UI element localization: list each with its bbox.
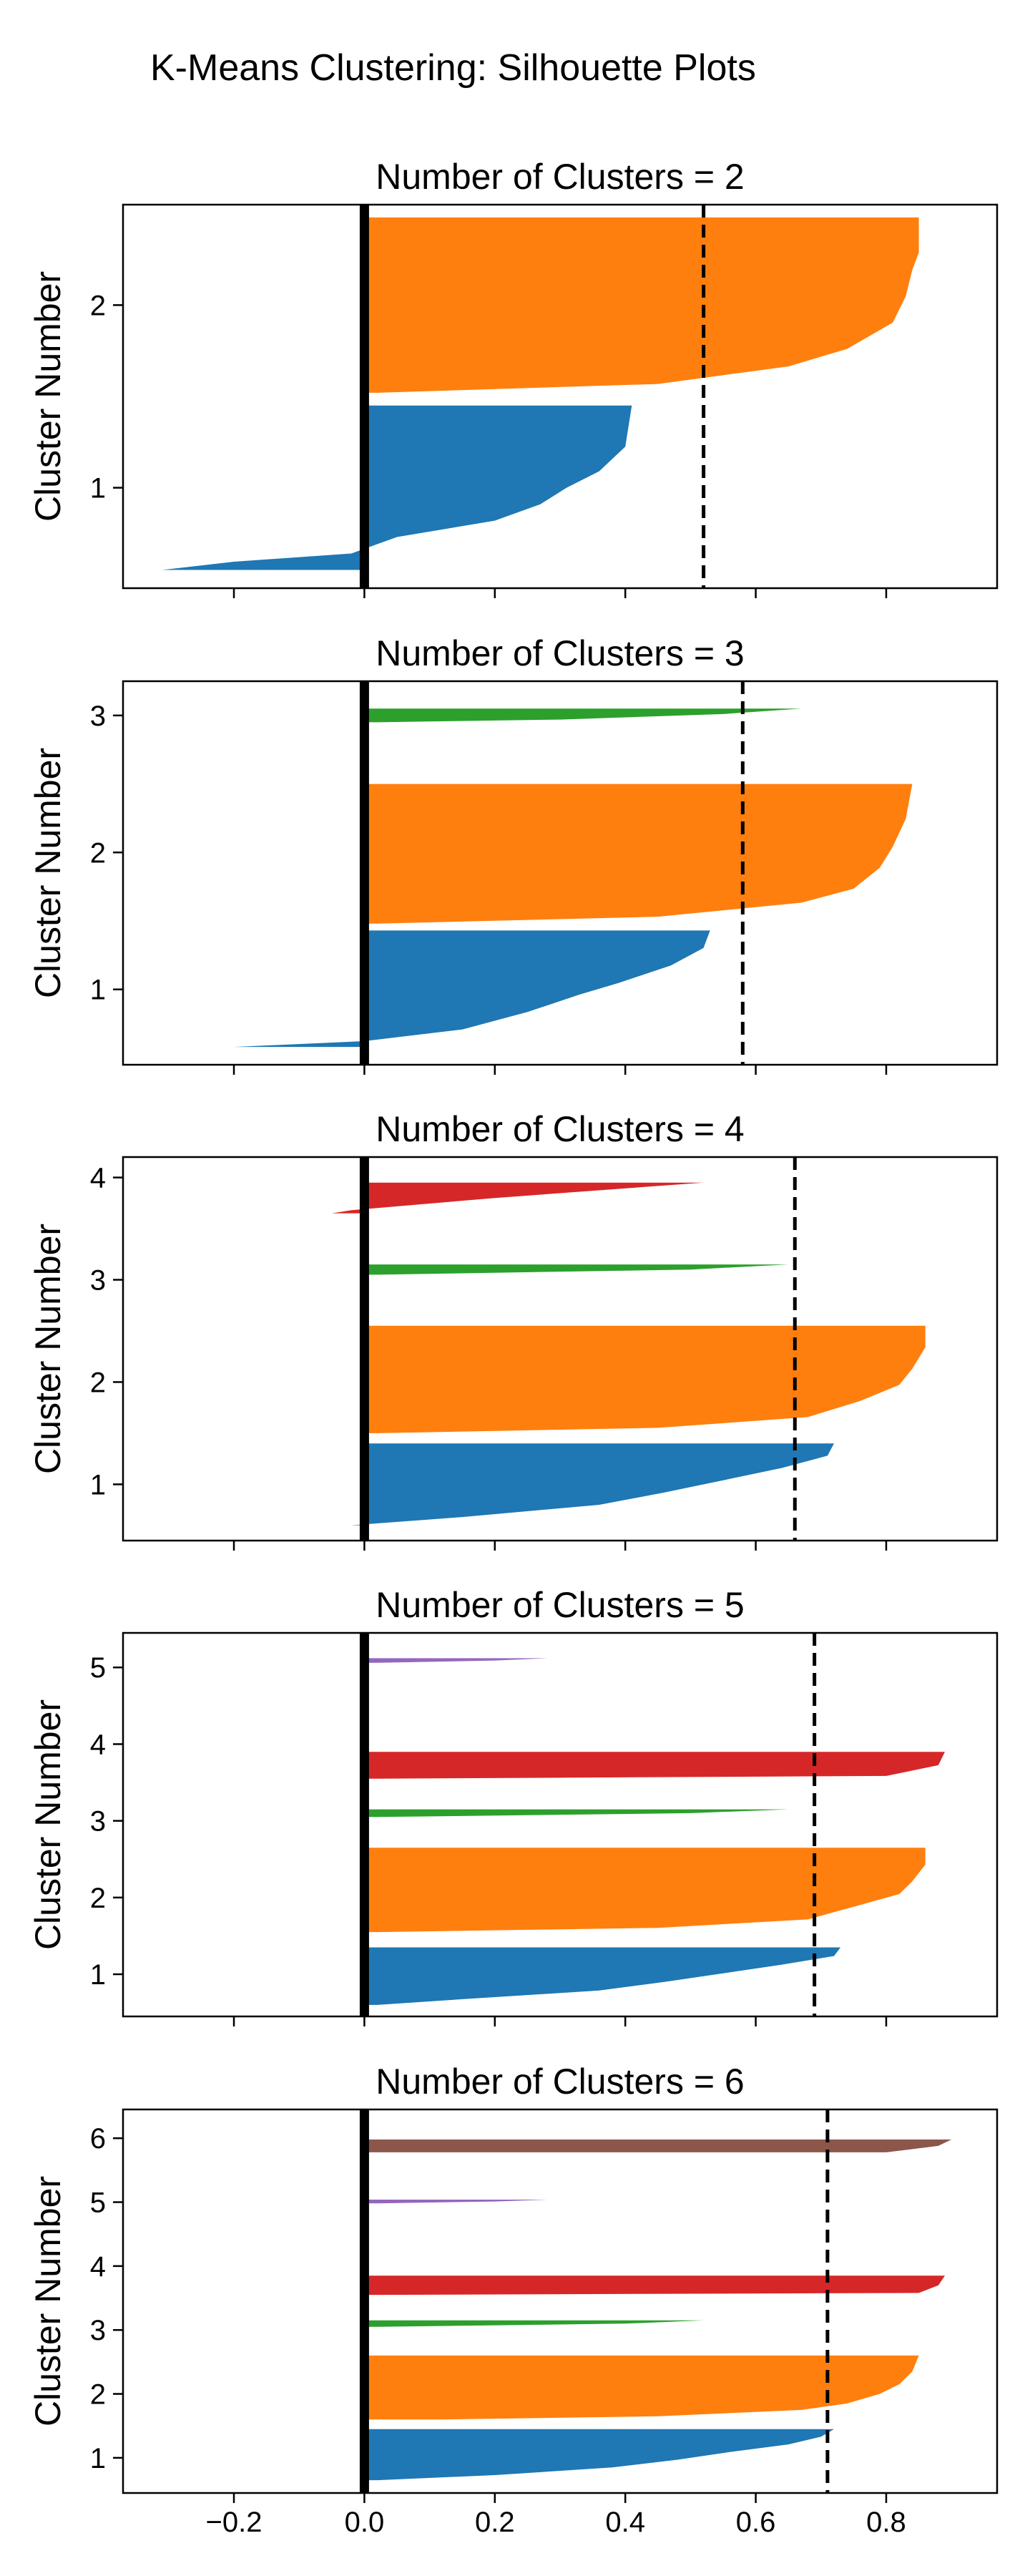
- panel-title: Number of Clusters = 4: [376, 1109, 744, 1149]
- plot-area: [359, 1633, 945, 2016]
- cluster-1-silhouette: [162, 405, 632, 570]
- cluster-4-silhouette: [364, 1752, 945, 1779]
- y-tick-label: 3: [90, 701, 106, 732]
- y-tick-label: 2: [90, 1883, 106, 1914]
- silhouette-panel: Number of Clusters = 4 1 2 3 4 Cluster Number: [28, 1109, 999, 1551]
- y-axis-label: Cluster Number: [28, 1224, 68, 1474]
- silhouette-panel: Number of Clusters = 5 1 2 3 4 5 Cluster Numbe…: [28, 1585, 999, 2026]
- y-tick-label: 3: [90, 1265, 106, 1297]
- cluster-6-silhouette: [364, 2140, 952, 2152]
- y-tick-label: 1: [90, 1469, 106, 1501]
- y-tick-label: 5: [90, 2187, 106, 2219]
- y-tick-label: 2: [90, 1367, 106, 1398]
- plot-area: [162, 205, 919, 588]
- y-tick-label: 3: [90, 1806, 106, 1838]
- plot-area: [331, 1157, 926, 1541]
- cluster-4-silhouette: [364, 2275, 945, 2296]
- x-tick-label: −0.2: [206, 2507, 263, 2538]
- x-tick-label: 0.2: [475, 2507, 515, 2538]
- x-tick-label: 0.6: [736, 2507, 776, 2538]
- y-tick-label: 4: [90, 1163, 106, 1194]
- panel-title: Number of Clusters = 5: [376, 1585, 744, 1625]
- cluster-2-silhouette: [364, 2355, 919, 2420]
- cluster-4-silhouette: [331, 1182, 704, 1214]
- y-tick-label: 1: [90, 975, 106, 1006]
- axes-frame: [122, 680, 999, 1066]
- y-tick-label: 1: [90, 2443, 106, 2474]
- y-tick-label: 2: [90, 290, 106, 321]
- cluster-3-silhouette: [364, 708, 802, 723]
- y-axis-label: Cluster Number: [28, 2176, 68, 2426]
- y-tick-label: 6: [90, 2123, 106, 2155]
- y-axis-label: Cluster Number: [28, 271, 68, 522]
- y-tick-label: 2: [90, 2379, 106, 2411]
- y-tick-label: 1: [90, 1959, 106, 1991]
- cluster-2-silhouette: [364, 217, 919, 393]
- cluster-3-silhouette: [364, 2320, 704, 2327]
- cluster-1-silhouette: [351, 1443, 834, 1526]
- axes-frame: [122, 2108, 999, 2494]
- cluster-2-silhouette: [364, 1325, 926, 1433]
- axes-frame: [122, 1156, 999, 1542]
- x-tick-label: 0.4: [605, 2507, 645, 2538]
- cluster-2-silhouette: [364, 784, 913, 924]
- y-axis-label: Cluster Number: [28, 1699, 68, 1950]
- panel-title: Number of Clusters = 2: [376, 157, 744, 197]
- y-tick-label: 4: [90, 1729, 106, 1760]
- y-tick-label: 1: [90, 473, 106, 504]
- cluster-1-silhouette: [234, 930, 710, 1048]
- panel-title: Number of Clusters = 6: [376, 2062, 744, 2102]
- silhouette-panel: Number of Clusters = 6 −0.2 0.0 0.2 0.4 0.6 0.…: [28, 2062, 999, 2538]
- plot-area: [234, 681, 913, 1065]
- plot-area: [359, 2109, 952, 2493]
- x-tick-label: 0.0: [345, 2507, 385, 2538]
- y-tick-label: 5: [90, 1652, 106, 1684]
- silhouette-panel: Number of Clusters = 3 1 2 3 Cluster Number: [28, 633, 999, 1075]
- cluster-1-silhouette: [364, 1947, 841, 2005]
- cluster-3-silhouette: [364, 1264, 789, 1275]
- axes-frame: [122, 1631, 999, 2018]
- cluster-5-silhouette: [364, 1658, 547, 1663]
- figure-suptitle: K-Means Clustering: Silhouette Plots: [150, 47, 756, 89]
- panel-title: Number of Clusters = 3: [376, 633, 744, 673]
- silhouette-panel: Number of Clusters = 2 1 2 Cluster Number: [28, 157, 999, 598]
- y-tick-label: 4: [90, 2251, 106, 2283]
- x-tick-label: 0.8: [866, 2507, 906, 2538]
- y-axis-label: Cluster Number: [28, 748, 68, 998]
- axes-frame: [122, 203, 999, 590]
- cluster-5-silhouette: [364, 2200, 547, 2204]
- cluster-2-silhouette: [364, 1848, 926, 1933]
- cluster-1-silhouette: [364, 2429, 834, 2481]
- cluster-3-silhouette: [364, 1809, 789, 1818]
- y-tick-label: 3: [90, 2315, 106, 2346]
- y-tick-label: 2: [90, 837, 106, 869]
